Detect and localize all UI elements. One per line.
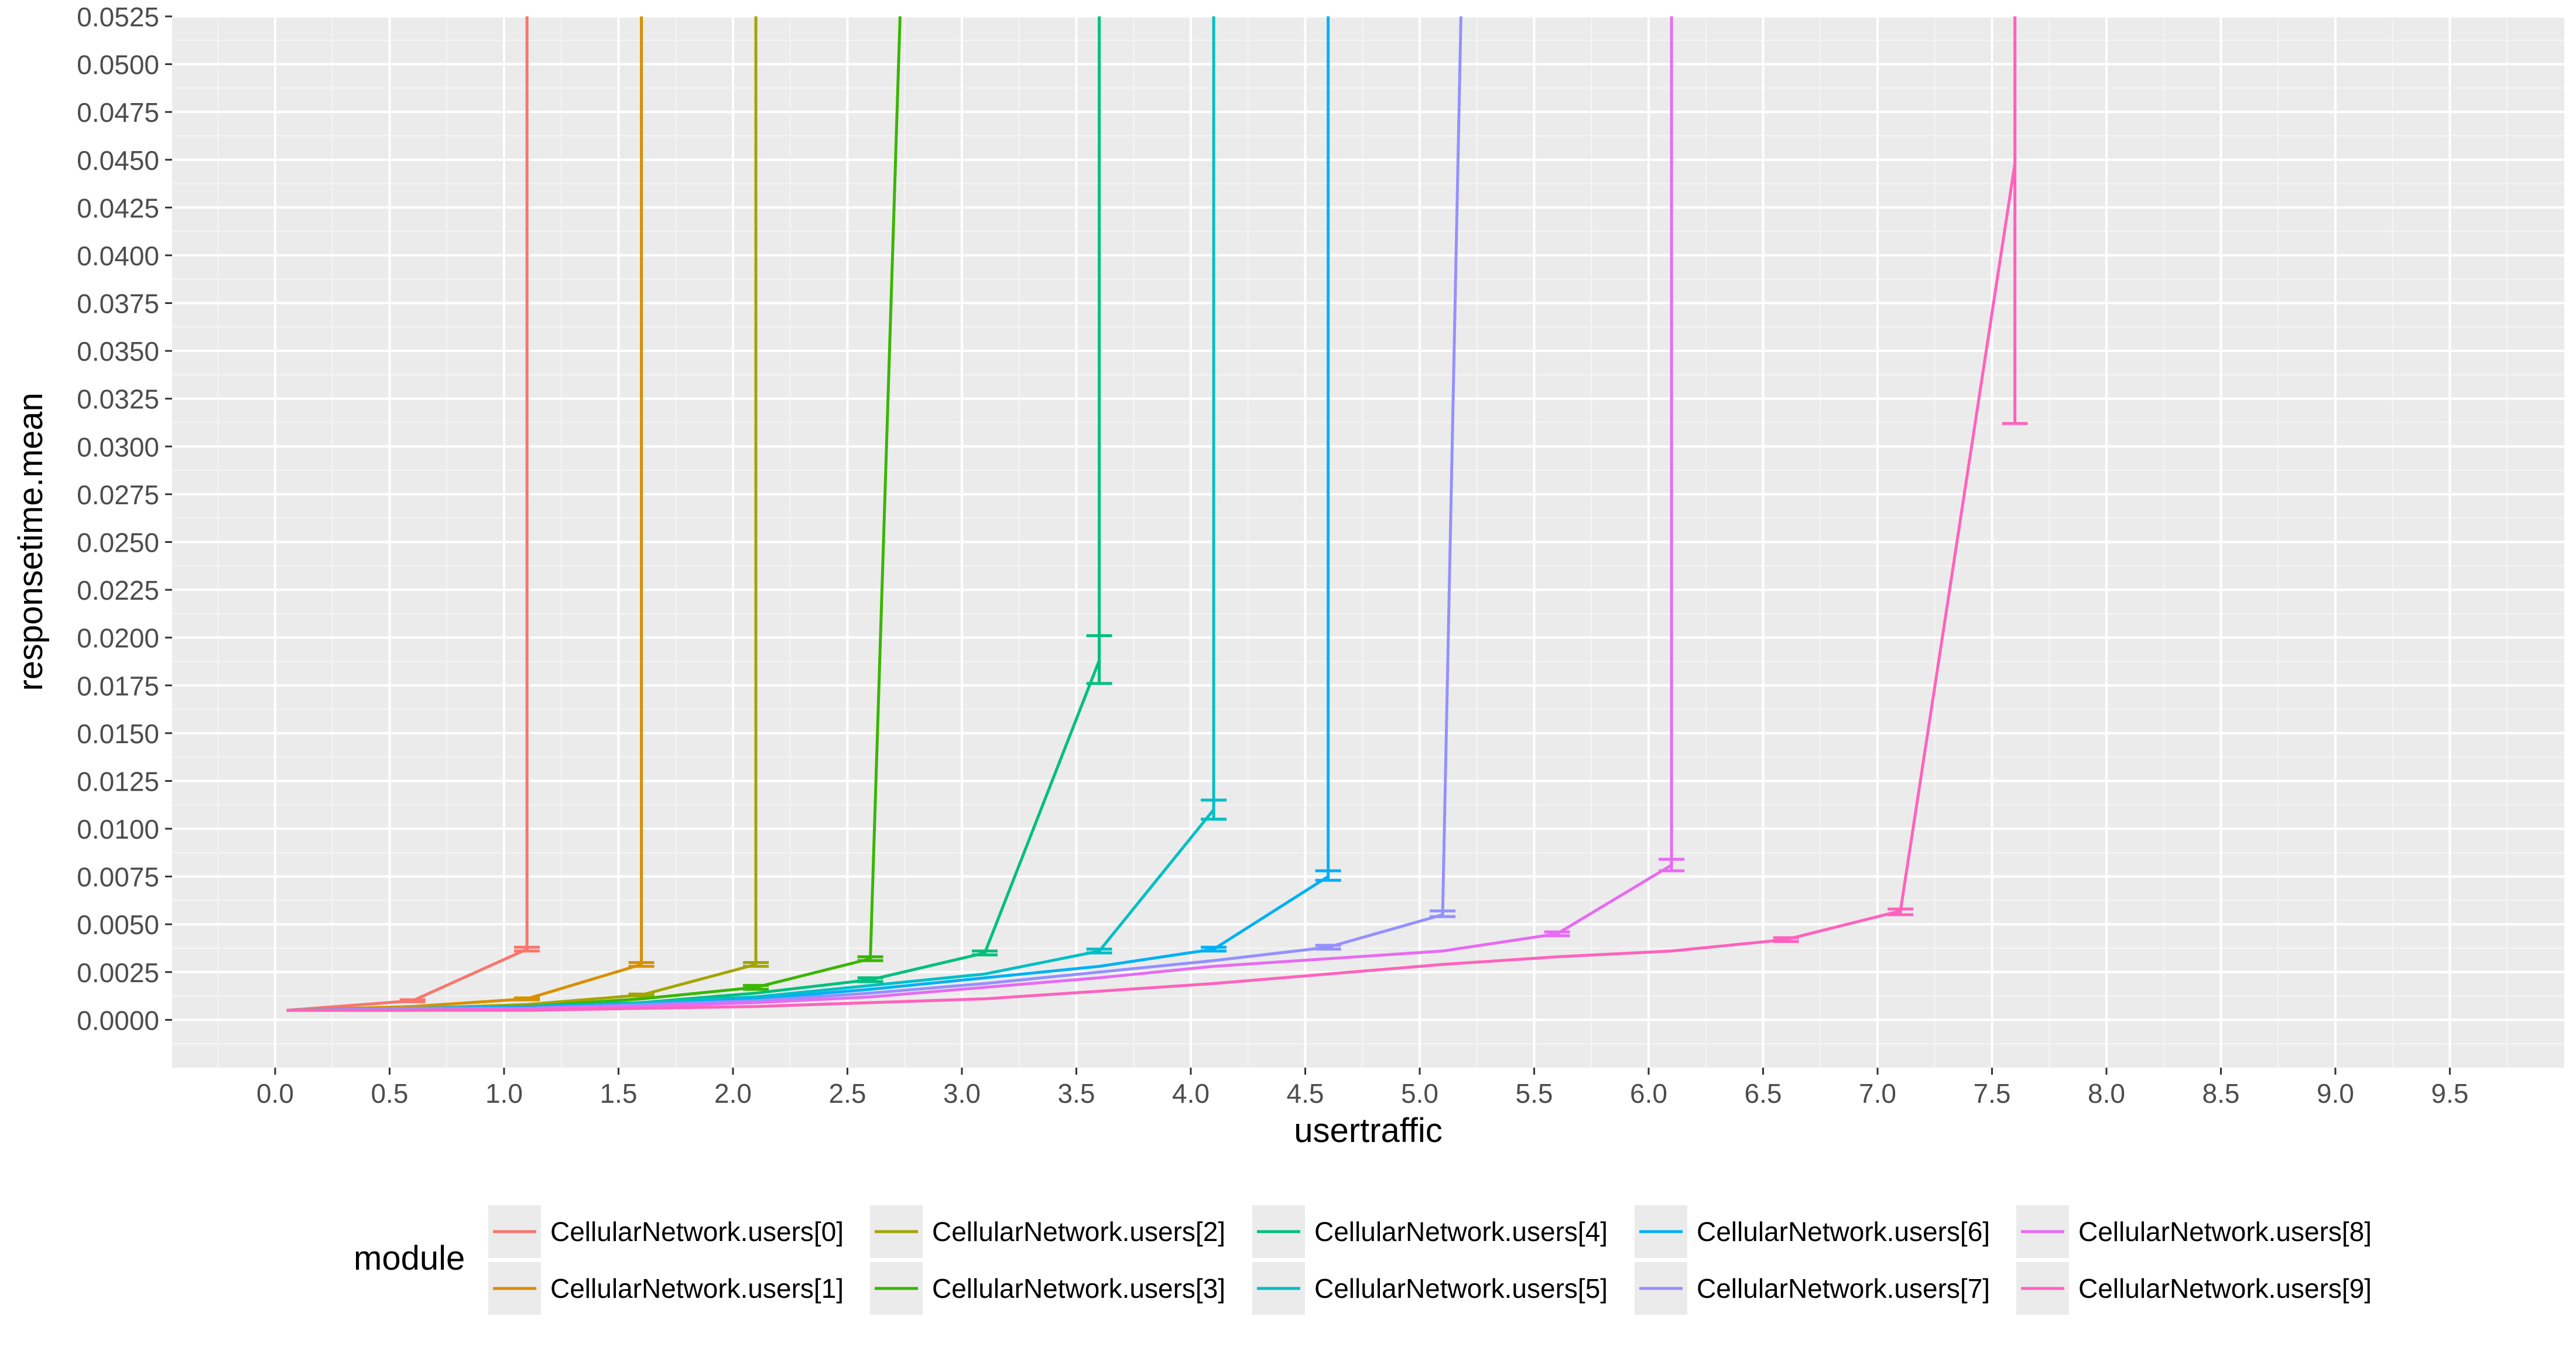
legend-item: CellularNetwork.users[3]: [870, 1262, 1225, 1315]
x-tick-label: 0.5: [371, 1078, 408, 1109]
y-tick-label: 0.0350: [77, 336, 159, 367]
legend-label: CellularNetwork.users[5]: [1314, 1273, 1608, 1304]
x-tick-label: 6.5: [1745, 1078, 1782, 1109]
y-tick-label: 0.0525: [77, 2, 159, 32]
series-line: [286, 16, 529, 1012]
legend-label: CellularNetwork.users[8]: [2078, 1216, 2372, 1247]
y-tick-label: 0.0200: [77, 623, 159, 654]
x-tick-label: 5.5: [1516, 1078, 1553, 1109]
y-tick-label: 0.0275: [77, 480, 159, 510]
x-tick-label: 4.0: [1172, 1078, 1210, 1109]
x-tick-label: 9.0: [2317, 1078, 2354, 1109]
y-tick-label: 0.0500: [77, 50, 159, 80]
legend-label: CellularNetwork.users[4]: [1314, 1216, 1608, 1247]
x-tick-label: 8.0: [2088, 1078, 2125, 1109]
y-tick-label: 0.0150: [77, 719, 159, 749]
legend-label: CellularNetwork.users[1]: [550, 1273, 844, 1304]
y-tick-label: 0.0250: [77, 528, 159, 558]
grid: [172, 15, 2564, 1068]
x-tick-label: 7.5: [1974, 1078, 2011, 1109]
x-tick-label: 1.0: [485, 1078, 523, 1109]
x-tick-label: 2.5: [828, 1078, 866, 1109]
series-line: [286, 16, 1673, 1012]
x-tick-label: 6.0: [1630, 1078, 1667, 1109]
legend-label: CellularNetwork.users[3]: [932, 1273, 1225, 1304]
legend-item: CellularNetwork.users[9]: [2016, 1262, 2372, 1315]
x-tick-label: 3.0: [943, 1078, 981, 1109]
legend-item: CellularNetwork.users[4]: [1252, 1205, 1608, 1258]
y-tick-label: 0.0325: [77, 384, 159, 415]
y-tick-label: 0.0300: [77, 432, 159, 462]
x-tick-label: 4.5: [1286, 1078, 1324, 1109]
y-tick-label: 0.0175: [77, 671, 159, 701]
x-tick-label: 7.0: [1859, 1078, 1896, 1109]
legend-item: CellularNetwork.users[0]: [488, 1205, 844, 1258]
y-tick-label: 0.0475: [77, 97, 159, 128]
x-tick-label: 1.5: [600, 1078, 637, 1109]
series-0: [286, 16, 540, 1012]
y-tick-label: 0.0050: [77, 910, 159, 940]
series-8: [286, 16, 1685, 1012]
y-axis: 0.0000 0.0025 0.0050 0.0075 0.0100 0.0125 0.01…: [77, 2, 172, 1035]
x-tick-label: 0.0: [256, 1078, 294, 1109]
legend-item: CellularNetwork.users[1]: [488, 1262, 844, 1315]
legend-item: CellularNetwork.users[2]: [870, 1205, 1225, 1258]
legend-label: CellularNetwork.users[2]: [932, 1216, 1225, 1247]
legend-item: CellularNetwork.users[6]: [1635, 1205, 1990, 1258]
legend-title: module: [354, 1239, 465, 1277]
x-tick-label: 3.5: [1057, 1078, 1095, 1109]
x-tick-label: 9.5: [2431, 1078, 2469, 1109]
x-axis-title: usertraffic: [1294, 1112, 1443, 1150]
x-tick-label: 5.0: [1401, 1078, 1438, 1109]
y-tick-label: 0.0225: [77, 575, 159, 606]
y-tick-label: 0.0075: [77, 862, 159, 893]
series-9: [286, 16, 2028, 1012]
y-tick-label: 0.0400: [77, 241, 159, 271]
y-axis-title: responsetime.mean: [12, 392, 50, 690]
y-tick-label: 0.0025: [77, 958, 159, 988]
x-axis: 0.0 0.5 1.0 1.5 2.0 2.5 3.0 3.5 4.0 4.5 5.0 5.5 6.0 6…: [256, 1068, 2468, 1109]
legend-item: CellularNetwork.users[8]: [2016, 1205, 2372, 1258]
y-tick-label: 0.0375: [77, 289, 159, 319]
y-tick-label: 0.0450: [77, 145, 159, 176]
x-tick-label: 8.5: [2202, 1078, 2240, 1109]
legend-item: CellularNetwork.users[5]: [1252, 1262, 1608, 1315]
series-layer: [286, 16, 2028, 1012]
y-tick-label: 0.0125: [77, 766, 159, 796]
series-line: [286, 16, 2017, 1012]
y-tick-label: 0.0425: [77, 193, 159, 223]
legend-label: CellularNetwork.users[9]: [2078, 1273, 2372, 1304]
legend-item: CellularNetwork.users[7]: [1635, 1262, 1990, 1315]
legend-label: CellularNetwork.users[0]: [550, 1216, 844, 1247]
legend-label: CellularNetwork.users[6]: [1697, 1216, 1990, 1247]
y-tick-label: 0.0000: [77, 1005, 159, 1035]
legend: module CellularNetwork.users[0] CellularN…: [354, 1205, 2372, 1315]
x-tick-label: 2.0: [714, 1078, 752, 1109]
y-tick-label: 0.0100: [77, 814, 159, 845]
legend-label: CellularNetwork.users[7]: [1697, 1273, 1990, 1304]
